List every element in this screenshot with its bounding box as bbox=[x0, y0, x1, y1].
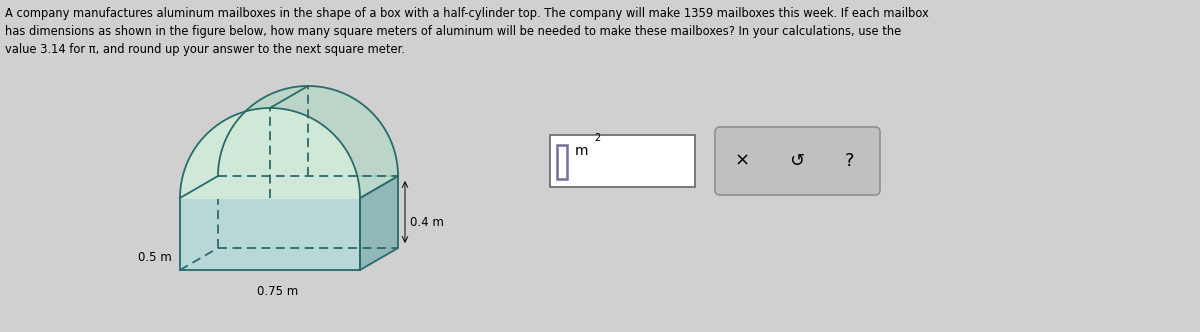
FancyBboxPatch shape bbox=[557, 145, 568, 179]
Polygon shape bbox=[180, 176, 398, 198]
Polygon shape bbox=[180, 198, 360, 270]
Text: 0.75 m: 0.75 m bbox=[257, 285, 299, 298]
Text: ?: ? bbox=[845, 152, 854, 170]
Text: 0.4 m: 0.4 m bbox=[410, 216, 444, 229]
Text: ×: × bbox=[734, 152, 750, 170]
Polygon shape bbox=[180, 108, 360, 198]
Polygon shape bbox=[180, 86, 398, 198]
Text: A company manufactures aluminum mailboxes in the shape of a box with a half-cyli: A company manufactures aluminum mailboxe… bbox=[5, 7, 929, 56]
FancyBboxPatch shape bbox=[715, 127, 880, 195]
Polygon shape bbox=[360, 176, 398, 270]
Text: 0.5 m: 0.5 m bbox=[138, 251, 172, 264]
Text: 2: 2 bbox=[594, 133, 600, 143]
Text: m: m bbox=[575, 144, 588, 158]
FancyBboxPatch shape bbox=[550, 135, 695, 187]
Text: ↺: ↺ bbox=[790, 152, 804, 170]
